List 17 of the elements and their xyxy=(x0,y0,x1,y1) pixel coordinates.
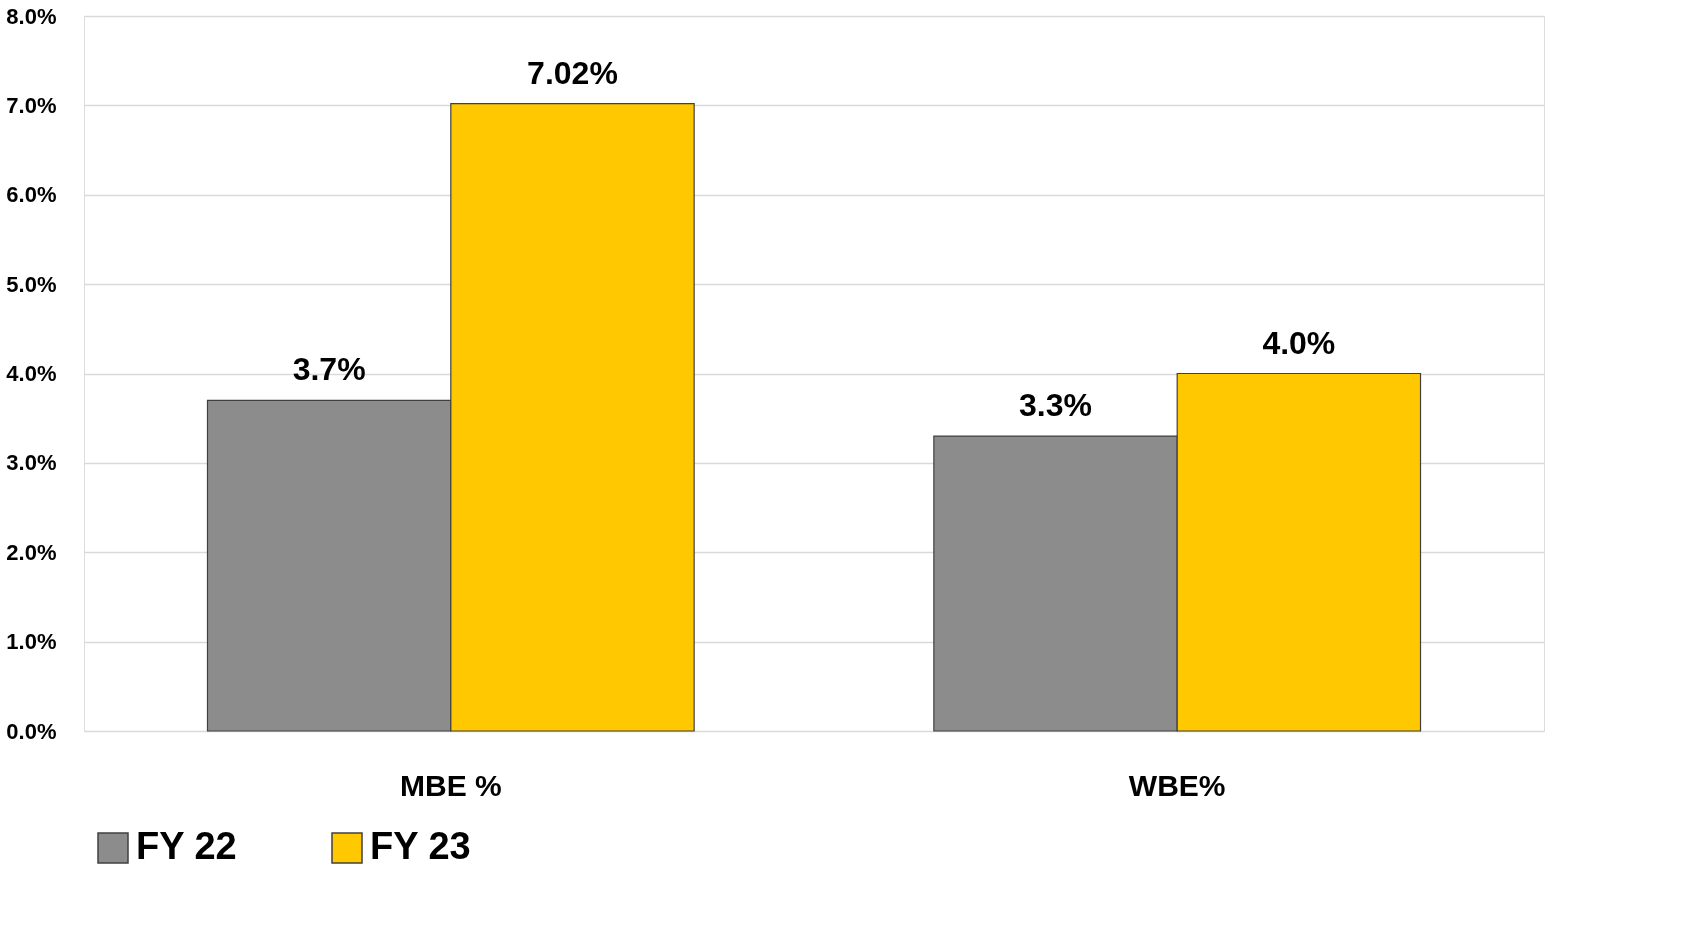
y-tick-label: 4.0% xyxy=(6,361,57,386)
y-tick-label: 0.0% xyxy=(6,718,57,744)
data-label: 7.02% xyxy=(527,54,618,91)
y-tick-label: 8.0% xyxy=(6,3,57,29)
legend-label: FY 22 xyxy=(136,825,237,867)
y-tick-label: 2.0% xyxy=(6,539,57,565)
x-tick-label: WBE% xyxy=(1128,768,1226,802)
y-tick-label: 6.0% xyxy=(6,182,57,208)
legend-label: FY 23 xyxy=(370,825,471,867)
data-label: 4.0% xyxy=(1262,324,1336,361)
y-tick-label: 5.0% xyxy=(6,271,57,297)
y-tick-label: 1.0% xyxy=(6,629,57,655)
y-tick-label: 3.0% xyxy=(6,450,57,476)
data-label: 3.7% xyxy=(292,351,366,388)
x-tick-label: MBE % xyxy=(399,768,502,802)
data-label: 3.3% xyxy=(1019,387,1092,424)
y-tick-label: 7.0% xyxy=(6,92,57,118)
